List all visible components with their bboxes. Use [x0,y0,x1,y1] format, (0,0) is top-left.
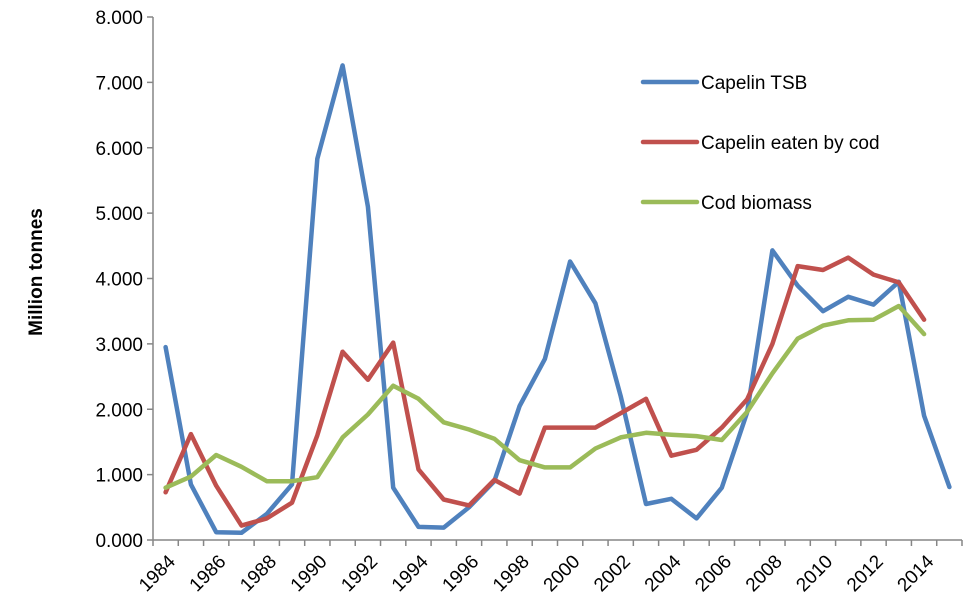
y-tick-label: 5.000 [95,204,143,225]
series-line-capelin-tsb [163,63,952,536]
y-tick-label: 3.000 [95,335,143,356]
y-tick-label: 1.000 [95,466,143,487]
x-tick-label: 2000 [540,551,585,596]
legend: Capelin TSB Capelin eaten by cod Cod bioma… [640,73,880,214]
x-tick-label: 2002 [590,551,635,596]
x-tick-label: 2004 [641,551,686,596]
x-tick-label: 1986 [186,551,231,596]
series-lines [163,63,952,536]
x-tick-label: 1988 [236,551,281,596]
y-tick-label: 0.000 [95,531,143,552]
x-tick-label: 2010 [792,551,837,596]
y-axis-ticks [147,16,153,541]
x-tick-label: 1996 [439,551,484,596]
x-tick-label: 2008 [742,551,787,596]
series-line-capelin-eaten-by-cod [163,255,927,528]
y-tick-label: 8.000 [95,8,143,29]
y-axis-tick-labels: 0.000 1.000 2.000 3.000 4.000 5.000 6.000 7.000… [95,8,143,552]
x-tick-label: 1998 [489,551,534,596]
axes [152,17,962,541]
legend-label: Capelin eaten by cod [701,133,880,154]
x-axis-tick-labels: 1984 1986 1988 1990 1992 1994 1996 1998 2000 2002… [135,551,938,596]
y-axis-title: Million tonnes [26,208,47,336]
y-tick-label: 4.000 [95,270,143,291]
legend-label: Cod biomass [701,193,812,214]
y-tick-label: 6.000 [95,139,143,160]
series-line-cod-biomass [163,303,927,490]
y-tick-label: 7.000 [95,73,143,94]
x-tick-label: 1994 [388,551,433,596]
x-axis-ticks [152,540,963,546]
x-tick-label: 2006 [691,551,736,596]
x-tick-label: 2012 [843,551,888,596]
y-tick-label: 2.000 [95,400,143,421]
x-tick-label: 2014 [894,551,939,596]
legend-label: Capelin TSB [701,73,807,94]
x-tick-label: 1992 [337,551,382,596]
x-tick-label: 1990 [287,551,332,596]
x-tick-label: 1984 [135,551,180,596]
